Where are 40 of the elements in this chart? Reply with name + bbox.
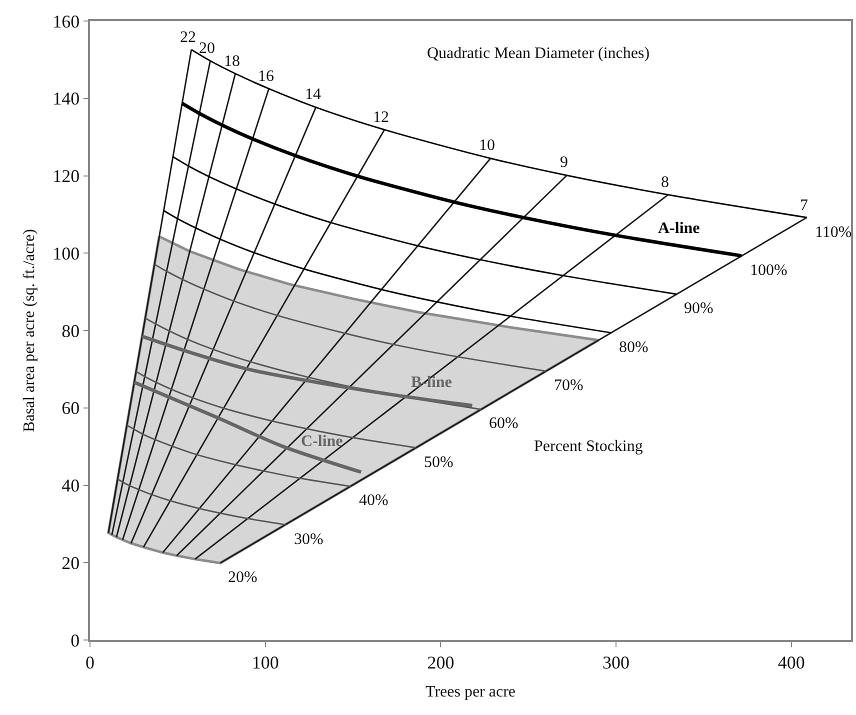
y-tick-label: 120 — [52, 166, 80, 186]
series-label: C-line — [301, 433, 343, 450]
annotation: 22 — [180, 29, 196, 46]
annotation: 20 — [199, 40, 215, 57]
series-label: A-line — [658, 220, 700, 237]
x-tick-label: 400 — [778, 652, 805, 672]
annotation: 40% — [359, 492, 388, 509]
annotation: 7 — [800, 197, 808, 214]
annotation: 18 — [224, 53, 240, 70]
x-tick-label: 0 — [86, 652, 94, 672]
y-tick-label: 40 — [62, 476, 80, 496]
annotation: 50% — [424, 454, 454, 471]
y-tick-label: 100 — [52, 243, 80, 264]
y-tick-label: 160 — [52, 11, 80, 32]
y-tick-label: 60 — [62, 398, 80, 418]
annotation: 8 — [661, 174, 669, 191]
annotation: 12 — [373, 109, 389, 126]
annotation: 60% — [489, 415, 518, 432]
annotation: 14 — [305, 86, 321, 103]
x-tick-label: 300 — [602, 652, 630, 672]
annotation: 70% — [554, 377, 584, 394]
y-tick-label: 80 — [62, 320, 80, 341]
annotation: 16 — [258, 68, 274, 85]
annotation: 30% — [294, 531, 324, 548]
y-tick-label: 0 — [70, 630, 80, 650]
annotation: 100% — [750, 262, 788, 279]
x-tick-label: 200 — [427, 652, 454, 672]
annotation: 80% — [619, 339, 648, 356]
y-axis-title: Basal area per acre (sq. ft./acre) — [21, 229, 38, 432]
x-tick-label: 100 — [252, 652, 279, 672]
x-axis-title: Trees per acre — [425, 684, 516, 701]
annotation: Quadratic Mean Diameter (inches) — [427, 45, 650, 62]
annotation: 20% — [228, 569, 258, 586]
annotation: 90% — [684, 300, 714, 317]
y-tick-label: 140 — [52, 88, 80, 109]
annotation: 10 — [479, 137, 495, 154]
annotation: 110% — [815, 224, 852, 241]
annotation: Percent Stocking — [534, 438, 643, 455]
y-tick-label: 20 — [62, 552, 80, 573]
annotation: 9 — [560, 154, 568, 171]
